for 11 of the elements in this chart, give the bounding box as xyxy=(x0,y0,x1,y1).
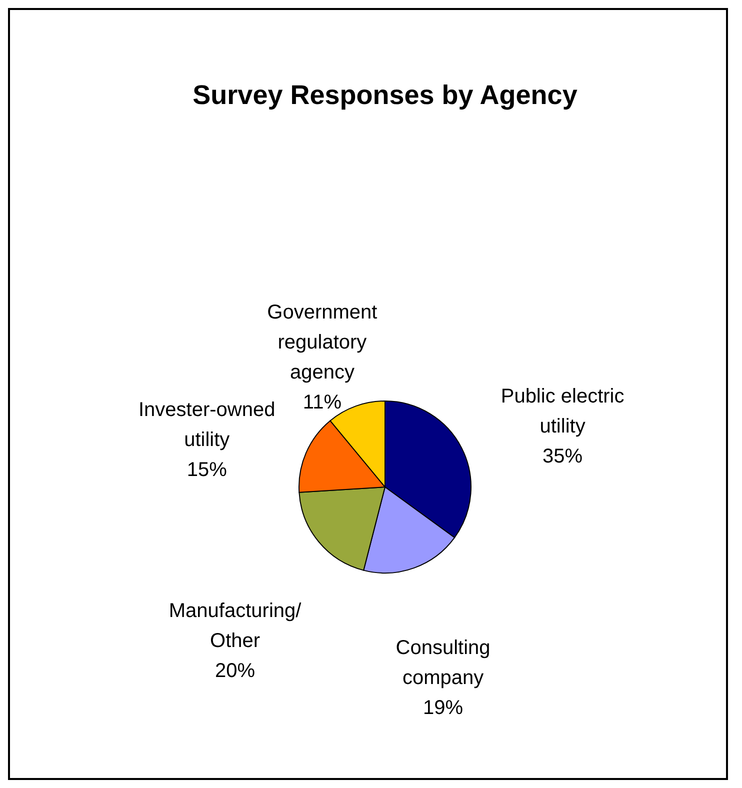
data-label: 11% xyxy=(302,392,342,414)
slice-label: Invester-owned utility xyxy=(138,398,276,451)
data-label: 15% xyxy=(186,458,228,481)
slice-label: Consulting company xyxy=(396,637,490,690)
data-label: 35% xyxy=(542,446,583,468)
slice-label: Public electric utility xyxy=(500,386,624,438)
slice-label: Government regulatory agency xyxy=(267,302,378,384)
data-label: 20% xyxy=(215,660,256,682)
data-label: 19% xyxy=(423,697,464,720)
slice-label: Manufacturing/Other xyxy=(168,600,302,652)
chart-title: Survey Responses by Agency xyxy=(192,80,578,110)
